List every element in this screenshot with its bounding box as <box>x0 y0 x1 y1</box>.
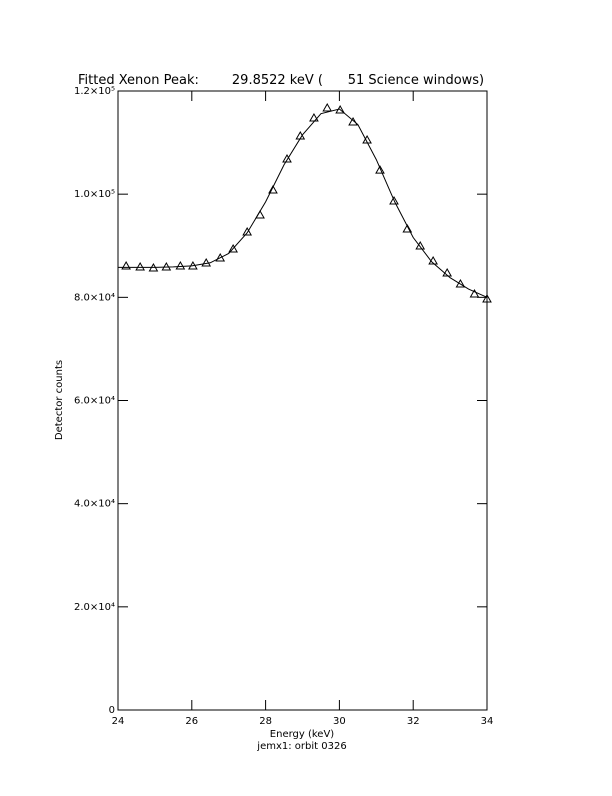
data-point <box>201 258 212 267</box>
data-point <box>455 279 466 288</box>
y-tick-label: 1.0×10⁵ <box>74 189 115 200</box>
y-axis-label: Detector counts <box>54 360 65 440</box>
data-point <box>402 224 413 233</box>
data-point <box>215 253 226 262</box>
data-point <box>121 261 131 270</box>
y-tick-label: 2.0×10⁴ <box>74 602 115 613</box>
y-tick-label: 8.0×10⁴ <box>74 292 115 303</box>
y-tick-label: 6.0×10⁴ <box>74 396 115 407</box>
y-tick-label: 0 <box>109 705 115 716</box>
data-point <box>482 293 492 303</box>
x-tick-label: 28 <box>259 716 272 727</box>
data-point <box>442 267 453 277</box>
data-point <box>268 184 278 194</box>
data-point <box>175 261 186 270</box>
x-tick-label: 26 <box>185 716 198 727</box>
x-tick-label: 30 <box>333 716 346 727</box>
data-point <box>348 116 358 126</box>
data-point <box>242 226 253 236</box>
data-point <box>161 261 172 271</box>
data-point <box>389 196 399 205</box>
fit-curve <box>118 108 488 298</box>
data-point <box>415 241 426 250</box>
data-point <box>135 261 146 271</box>
x-axis-label: Energy (keV) <box>270 729 335 740</box>
subtitle: jemx1: orbit 0326 <box>256 741 346 752</box>
data-point <box>469 288 480 298</box>
data-point <box>322 103 333 112</box>
x-tick-label: 32 <box>407 716 420 727</box>
x-tick-label: 24 <box>112 716 125 727</box>
plot-frame <box>117 90 488 711</box>
y-tick-label: 1.2×10⁵ <box>74 86 115 97</box>
data-point <box>282 153 292 163</box>
x-tick-label: 34 <box>481 716 494 727</box>
data-point <box>375 165 385 174</box>
data-point <box>309 112 319 122</box>
data-point <box>228 243 238 253</box>
y-tick-label: 4.0×10⁴ <box>74 499 115 510</box>
chart-title: Fitted Xenon Peak: 29.8522 keV ( 51 Scie… <box>78 73 484 88</box>
